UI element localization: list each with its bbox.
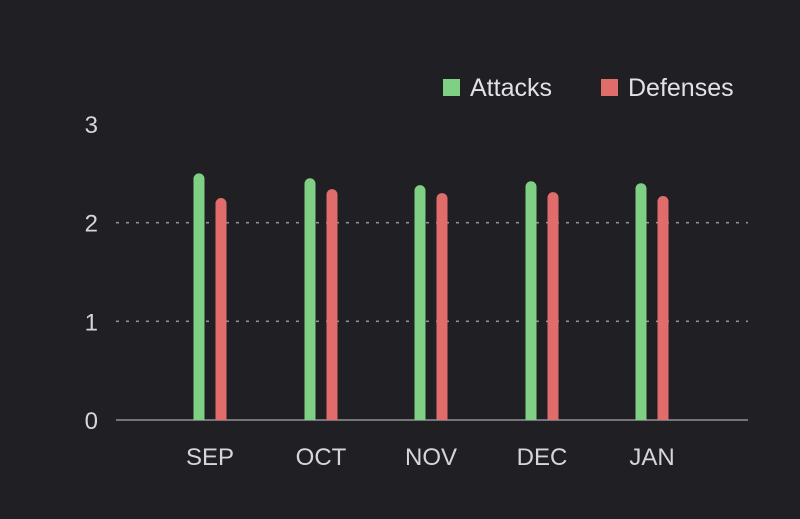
bar-defenses-oct <box>326 189 338 420</box>
y-tick-label: 0 <box>85 408 98 435</box>
legend-label-attacks: Attacks <box>470 74 552 102</box>
legend-label-defenses: Defenses <box>628 74 734 102</box>
bar-attacks-jan <box>635 183 647 420</box>
y-tick-label: 2 <box>85 211 98 238</box>
x-tick-label: NOV <box>405 444 457 471</box>
x-tick-label: JAN <box>629 444 674 471</box>
legend-swatch-defenses <box>601 79 618 96</box>
bar-defenses-jan <box>657 196 669 420</box>
bar-layer <box>193 173 669 420</box>
x-tick-label: SEP <box>186 444 234 471</box>
x-tick-label: DEC <box>517 444 568 471</box>
legend-swatch-attacks <box>443 79 460 96</box>
x-tick-label: OCT <box>296 444 347 471</box>
grid-layer <box>116 221 748 323</box>
bar-defenses-sep <box>215 198 227 420</box>
bar-attacks-dec <box>525 181 537 420</box>
y-tick-label: 3 <box>85 112 98 139</box>
bar-defenses-dec <box>547 192 559 420</box>
y-tick-label: 1 <box>85 309 98 336</box>
bar-attacks-sep <box>193 173 205 420</box>
bar-attacks-oct <box>304 178 316 420</box>
axis-layer: 0 1 2 3 SEP OCT NOV DEC JAN <box>85 112 748 471</box>
bar-defenses-nov <box>436 193 448 420</box>
bar-attacks-nov <box>414 185 426 420</box>
legend: Attacks Defenses <box>443 74 734 102</box>
